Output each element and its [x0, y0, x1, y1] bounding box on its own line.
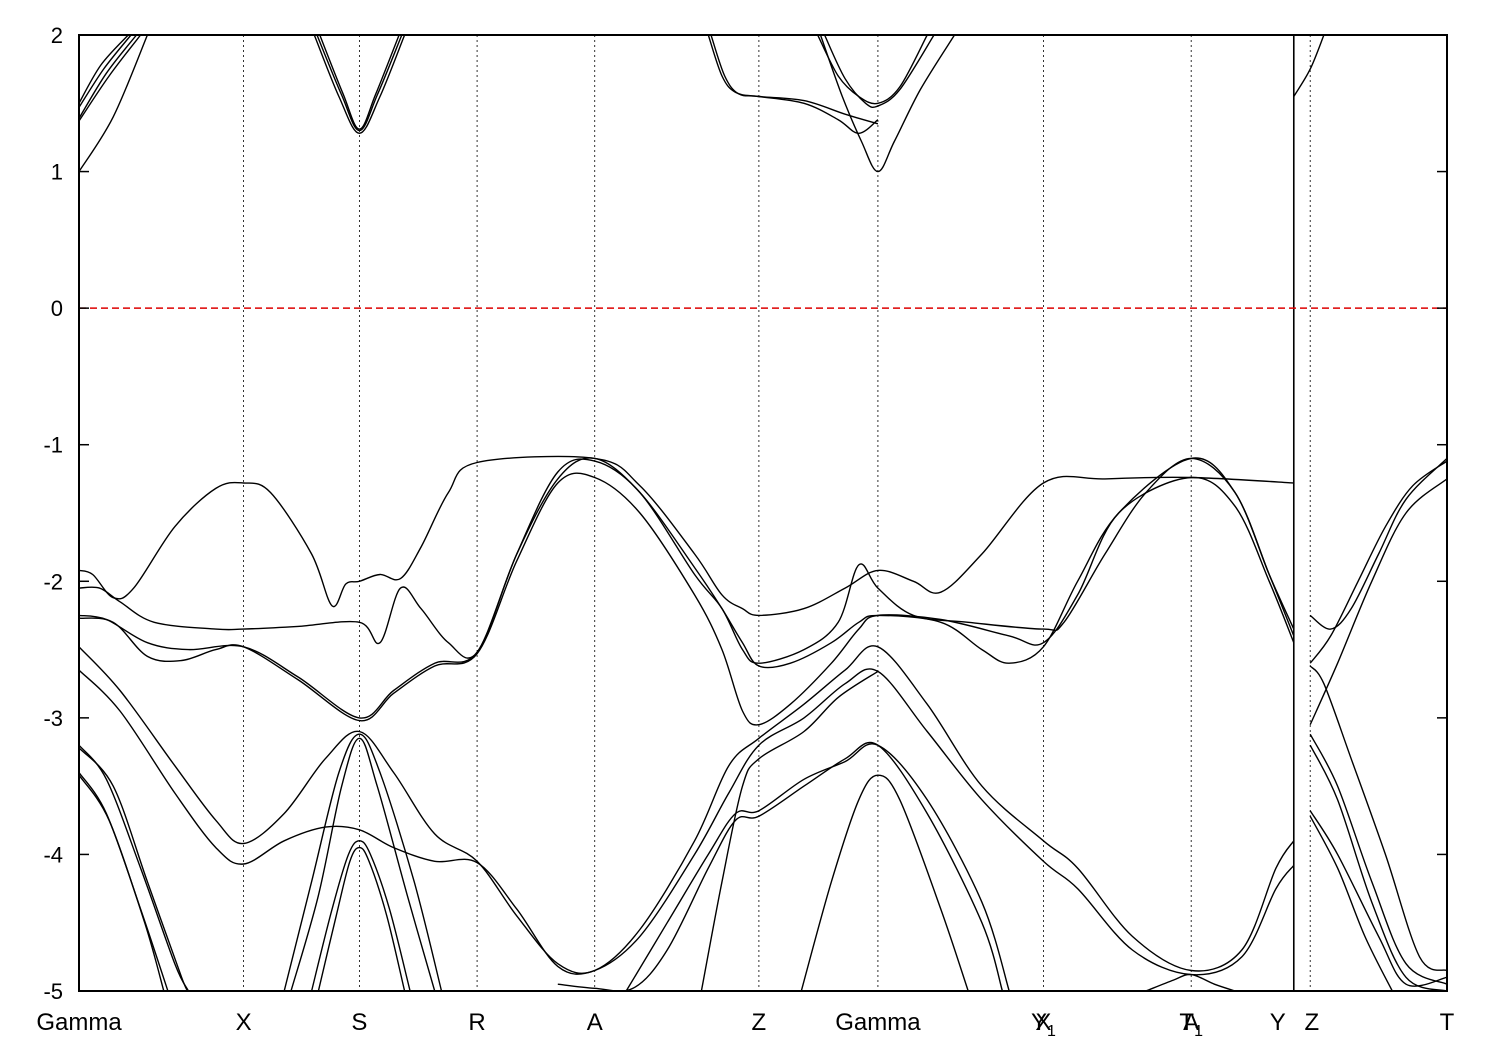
- y-tick-label: 0: [51, 296, 63, 321]
- band-line-31: [700, 670, 879, 991]
- band-line-0: [79, 35, 149, 172]
- band-line-10: [817, 35, 928, 105]
- kpoint-label: Y: [1270, 1009, 1286, 1036]
- band-line-29: [625, 743, 1010, 991]
- kpoint-label: Y1: [1031, 1009, 1056, 1040]
- band-line-3: [79, 35, 132, 108]
- band-lines: [79, 35, 1447, 991]
- x-axis-kpoint-labels: Gamma X S R A Z Gamma XY1 AT1 Y Z T: [36, 1009, 1454, 1040]
- band-line-26: [310, 840, 411, 991]
- band-line-15: [79, 457, 1295, 664]
- band-line-14: [79, 455, 1294, 617]
- kpoint-label: S: [351, 1009, 367, 1036]
- band-line-2: [79, 35, 138, 119]
- band-line-30: [800, 774, 969, 991]
- band-line-25: [290, 737, 436, 991]
- band-line-18: [79, 645, 1295, 974]
- band-line-28: [557, 741, 1004, 991]
- kpoint-label: A: [587, 1009, 603, 1036]
- band-line-5: [313, 35, 406, 135]
- band-line-32: [1145, 973, 1236, 991]
- y-tick-label: 2: [51, 23, 63, 48]
- band-line-11: [823, 35, 935, 109]
- kpoint-label: X: [1035, 1009, 1051, 1036]
- band-line-34: [1309, 460, 1447, 664]
- band-line-37: [1309, 733, 1447, 985]
- y-tick-label: -4: [43, 842, 63, 867]
- kpoint-gridlines: [243, 35, 1311, 991]
- y-tick-label: -5: [43, 979, 63, 1004]
- y-tick-label: 1: [51, 160, 63, 185]
- kpoint-label: R: [468, 1009, 485, 1036]
- kpoint-label: X: [236, 1009, 252, 1036]
- band-line-24: [283, 733, 443, 991]
- plot-frame: [78, 34, 1448, 992]
- kpoint-label: Gamma: [36, 1009, 122, 1036]
- band-line-40: [1309, 815, 1393, 991]
- band-line-9: [710, 35, 879, 135]
- y-axis-ticks: 2 1 0 -1 -2 -3 -4 -5: [43, 23, 1447, 1004]
- band-line-21: [79, 747, 190, 991]
- band-line-7: [319, 35, 400, 130]
- band-line-19: [79, 668, 1295, 976]
- band-line-27: [317, 846, 406, 991]
- y-tick-label: -3: [43, 706, 63, 731]
- kpoint-label: Z: [752, 1009, 767, 1036]
- band-line-39: [1309, 810, 1447, 987]
- band-line-33: [1309, 457, 1447, 630]
- band-line-13: [1293, 35, 1325, 97]
- band-line-20: [79, 744, 190, 991]
- band-line-23: [79, 774, 165, 991]
- band-line-35: [1309, 478, 1447, 725]
- band-line-1: [79, 35, 142, 122]
- band-line-12: [819, 35, 956, 173]
- band-line-17: [79, 472, 1295, 726]
- kpoint-label: A: [1183, 1009, 1199, 1036]
- band-line-16: [79, 457, 1295, 719]
- band-line-4: [79, 35, 129, 104]
- kpoint-label: Gamma: [835, 1009, 921, 1036]
- y-tick-label: -1: [43, 433, 63, 458]
- band-line-38: [1309, 744, 1447, 991]
- band-line-6: [316, 35, 403, 132]
- band-line-8: [707, 35, 879, 125]
- y-tick-label: -2: [43, 569, 63, 594]
- band-line-36: [1309, 665, 1447, 972]
- kpoint-label: Z: [1304, 1009, 1319, 1036]
- kpoint-label: T1: [1179, 1009, 1203, 1040]
- kpoint-label: T: [1440, 1009, 1455, 1036]
